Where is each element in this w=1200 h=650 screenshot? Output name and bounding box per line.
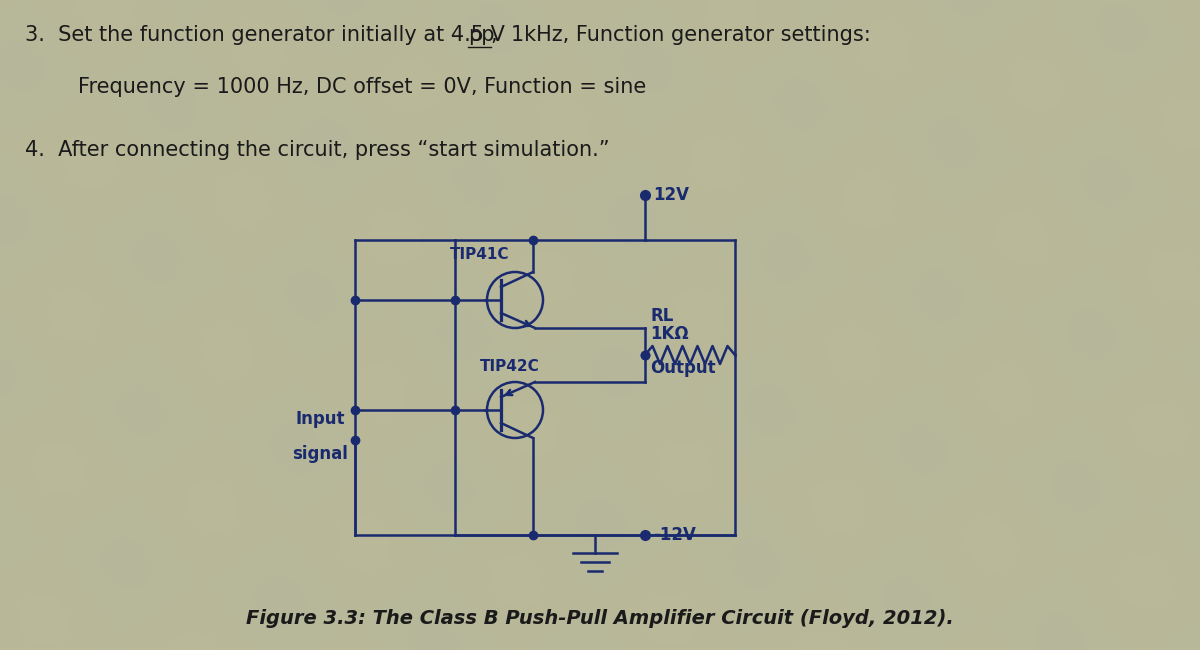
Text: signal: signal	[292, 445, 348, 463]
Text: TIP42C: TIP42C	[480, 359, 540, 374]
Text: ,  1kHz, Function generator settings:: , 1kHz, Function generator settings:	[491, 25, 871, 45]
Text: pp: pp	[468, 25, 494, 45]
Text: -12V: -12V	[653, 526, 696, 544]
Text: 4.  After connecting the circuit, press “start simulation.”: 4. After connecting the circuit, press “…	[25, 140, 610, 160]
Text: TIP41C: TIP41C	[450, 247, 510, 262]
Text: 12V: 12V	[653, 186, 689, 204]
Text: 3.  Set the function generator initially at 4.5 V: 3. Set the function generator initially …	[25, 25, 505, 45]
Text: Figure 3.3: The Class B Push-Pull Amplifier Circuit (Floyd, 2012).: Figure 3.3: The Class B Push-Pull Amplif…	[246, 609, 954, 628]
Text: Input: Input	[295, 410, 344, 428]
Text: 1KΩ: 1KΩ	[650, 325, 689, 343]
Text: Output: Output	[650, 359, 715, 377]
Text: RL: RL	[650, 307, 673, 325]
Text: Frequency = 1000 Hz, DC offset = 0V, Function = sine: Frequency = 1000 Hz, DC offset = 0V, Fun…	[78, 77, 647, 97]
